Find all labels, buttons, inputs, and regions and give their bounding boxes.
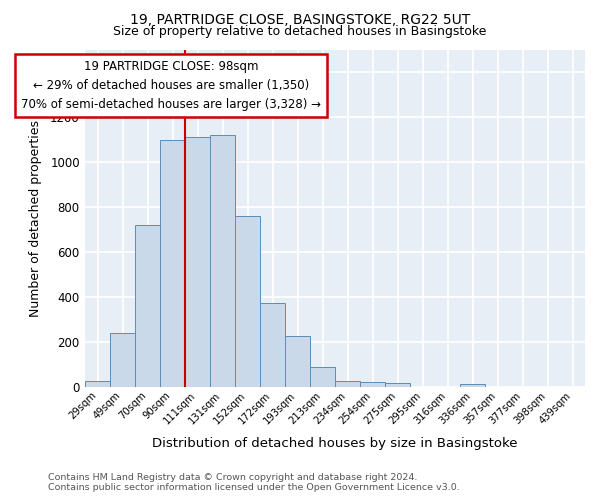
Bar bbox=[136, 226, 160, 388]
Bar bbox=[160, 140, 185, 388]
Bar bbox=[310, 367, 335, 388]
Bar bbox=[85, 380, 110, 388]
Y-axis label: Number of detached properties: Number of detached properties bbox=[29, 120, 42, 317]
X-axis label: Distribution of detached houses by size in Basingstoke: Distribution of detached houses by size … bbox=[152, 437, 518, 450]
Text: Contains HM Land Registry data © Crown copyright and database right 2024.
Contai: Contains HM Land Registry data © Crown c… bbox=[48, 473, 460, 492]
Bar bbox=[285, 336, 310, 388]
Bar bbox=[260, 303, 285, 388]
Text: 19 PARTRIDGE CLOSE: 98sqm
← 29% of detached houses are smaller (1,350)
70% of se: 19 PARTRIDGE CLOSE: 98sqm ← 29% of detac… bbox=[21, 60, 321, 111]
Bar bbox=[385, 383, 410, 388]
Bar bbox=[235, 216, 260, 388]
Text: Size of property relative to detached houses in Basingstoke: Size of property relative to detached ho… bbox=[113, 25, 487, 38]
Bar bbox=[460, 384, 485, 388]
Bar bbox=[360, 382, 385, 388]
Bar bbox=[185, 136, 210, 388]
Bar bbox=[210, 136, 235, 388]
Bar bbox=[335, 380, 360, 388]
Text: 19, PARTRIDGE CLOSE, BASINGSTOKE, RG22 5UT: 19, PARTRIDGE CLOSE, BASINGSTOKE, RG22 5… bbox=[130, 12, 470, 26]
Bar bbox=[110, 334, 136, 388]
